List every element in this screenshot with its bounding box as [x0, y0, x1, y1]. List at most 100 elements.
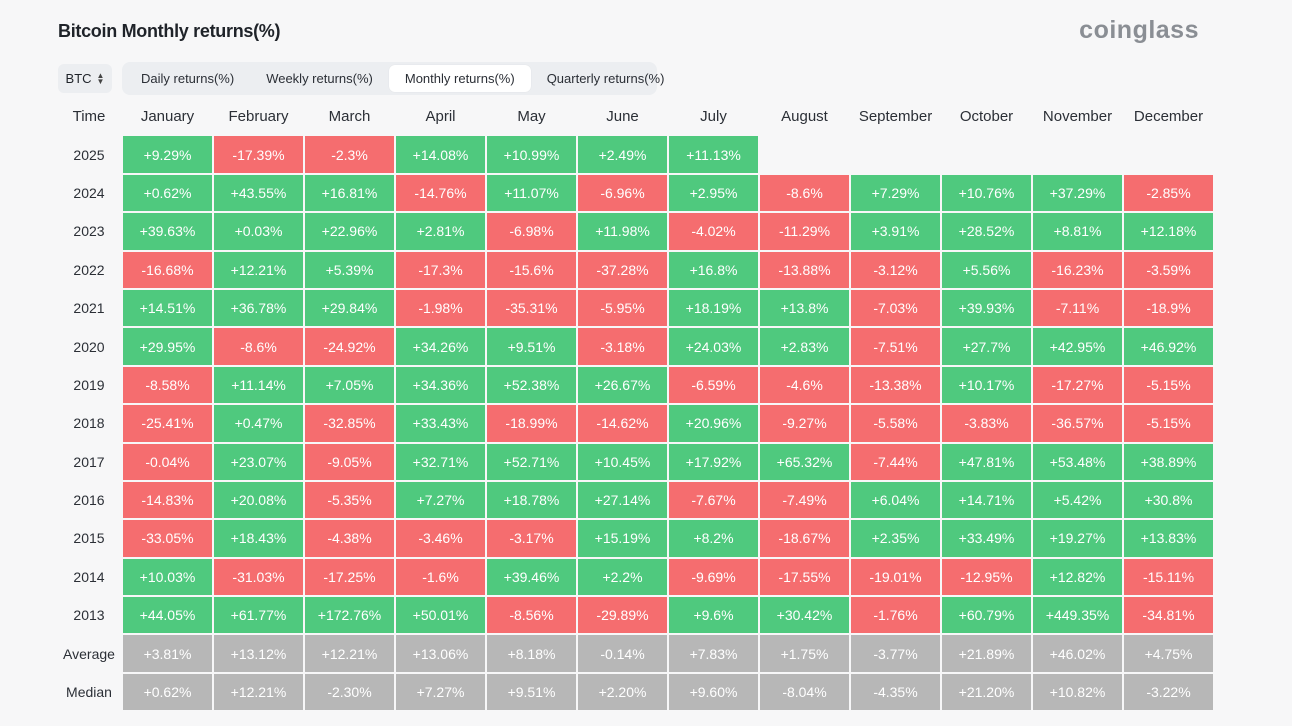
return-cell: +7.29%	[851, 174, 940, 212]
return-cell: -3.12%	[851, 251, 940, 288]
return-cell: +52.71%	[487, 443, 576, 480]
return-cell: +27.7%	[942, 328, 1031, 365]
return-cell: -7.03%	[851, 289, 940, 327]
return-cell: +42.95%	[1033, 328, 1122, 365]
return-cell: -8.56%	[487, 597, 576, 634]
return-cell: +9.29%	[123, 136, 212, 173]
return-cell: -12.95%	[942, 558, 1031, 596]
row-label: Average	[63, 645, 115, 662]
return-cell: +9.60%	[669, 673, 758, 711]
return-cell: +19.27%	[1033, 520, 1122, 557]
return-cell: -17.39%	[214, 136, 303, 173]
return-cell: +0.62%	[123, 174, 212, 212]
return-cell: -8.6%	[760, 174, 849, 212]
return-cell: +5.42%	[1033, 481, 1122, 519]
coin-select[interactable]: BTC ▲ ▼	[58, 64, 112, 93]
return-cell: +13.8%	[760, 289, 849, 327]
return-cell: +21.89%	[942, 635, 1031, 672]
return-cell: -5.58%	[851, 405, 940, 442]
return-cell: -8.6%	[214, 328, 303, 365]
row-label: 2018	[73, 415, 105, 432]
return-cell: +10.82%	[1033, 673, 1122, 711]
return-cell: -9.27%	[760, 405, 849, 442]
updown-chevron-icon: ▲ ▼	[96, 70, 105, 86]
return-cell: +4.75%	[1124, 635, 1213, 672]
coinglass-logo[interactable]: coinglass	[1079, 16, 1199, 44]
tab-monthly-returns[interactable]: Monthly returns(%)	[388, 65, 531, 92]
return-cell: -0.04%	[123, 443, 212, 480]
return-cell: +22.96%	[305, 213, 394, 250]
return-cell: -13.88%	[760, 251, 849, 288]
return-cell: +46.02%	[1033, 635, 1122, 672]
monthly-returns-table: Time January February March April May June July…	[55, 96, 1215, 712]
return-cell: +0.62%	[123, 673, 212, 711]
return-cell: -25.41%	[123, 405, 212, 442]
empty-cell	[942, 136, 1031, 172]
return-cell: +14.08%	[396, 136, 485, 173]
return-cell: +29.84%	[305, 289, 394, 327]
return-cell: -2.85%	[1124, 174, 1213, 212]
return-cell: +39.93%	[942, 289, 1031, 327]
return-cell: -3.17%	[487, 520, 576, 557]
row-label: 2014	[73, 568, 105, 585]
row-label: 2024	[73, 184, 105, 201]
return-cell: +172.76%	[305, 597, 394, 634]
return-cell: -1.6%	[396, 558, 485, 596]
return-cell: +11.14%	[214, 366, 303, 404]
empty-cell	[1124, 136, 1213, 172]
column-header-august: August	[781, 107, 828, 125]
return-cell: -4.35%	[851, 673, 940, 711]
return-cell: +30.8%	[1124, 481, 1213, 519]
return-cell: +23.07%	[214, 443, 303, 480]
return-cell: +0.47%	[214, 405, 303, 442]
return-cell: +16.8%	[669, 251, 758, 288]
row-label: 2025	[73, 146, 105, 163]
return-cell: +30.42%	[760, 597, 849, 634]
return-cell: +11.98%	[578, 213, 667, 250]
return-cell: -31.03%	[214, 558, 303, 596]
page-title: Bitcoin Monthly returns(%)	[58, 21, 281, 41]
return-cell: +53.48%	[1033, 443, 1122, 480]
tab-daily-returns[interactable]: Daily returns(%)	[141, 71, 235, 86]
return-cell: +46.92%	[1124, 328, 1213, 365]
return-cell: +6.04%	[851, 481, 940, 519]
row-label: 2013	[73, 607, 105, 624]
return-cell: +36.78%	[214, 289, 303, 327]
return-cell: -17.25%	[305, 558, 394, 596]
return-cell: -14.62%	[578, 405, 667, 442]
row-label: 2020	[73, 338, 105, 355]
row-label: 2022	[73, 261, 105, 278]
column-header-april: April	[425, 107, 456, 125]
table-row: 2013 +44.05% +61.77% +172.76% +50.01% -8.56% -…	[57, 597, 1213, 634]
column-header-july: July	[700, 107, 727, 125]
return-cell: -7.67%	[669, 481, 758, 519]
return-cell: +13.12%	[214, 635, 303, 672]
return-cell: -3.22%	[1124, 673, 1213, 711]
tab-weekly-returns[interactable]: Weekly returns(%)	[266, 71, 373, 86]
returns-period-tabs: Daily returns(%) Weekly returns(%) Month…	[122, 62, 664, 95]
return-cell: +37.29%	[1033, 174, 1122, 212]
return-cell: -7.51%	[851, 328, 940, 365]
return-cell: -6.96%	[578, 174, 667, 212]
empty-cell	[851, 136, 940, 172]
return-cell: +2.20%	[578, 673, 667, 711]
return-cell: -7.11%	[1033, 289, 1122, 327]
column-header-march: March	[328, 107, 371, 125]
row-label: 2021	[73, 300, 105, 317]
return-cell: +10.99%	[487, 136, 576, 173]
return-cell: -4.6%	[760, 366, 849, 404]
stat-row-average: Average +3.81% +13.12% +12.21% +13.06% +8.18%…	[57, 635, 1213, 672]
stat-row-median: Median +0.62% +12.21% -2.30% +7.27% +9.51% +2.…	[57, 673, 1213, 711]
table-header-row: Time January February March April May June July…	[57, 98, 1213, 134]
return-cell: -4.38%	[305, 520, 394, 557]
return-cell: +14.51%	[123, 289, 212, 327]
return-cell: +32.71%	[396, 443, 485, 480]
return-cell: +47.81%	[942, 443, 1031, 480]
column-header-october: October	[959, 107, 1014, 125]
return-cell: -29.89%	[578, 597, 667, 634]
return-cell: +50.01%	[396, 597, 485, 634]
return-cell: -33.05%	[123, 520, 212, 557]
row-label: 2017	[73, 453, 105, 470]
table-row: 2015 -33.05% +18.43% -4.38% -3.46% -3.17% +15.…	[57, 520, 1213, 557]
tab-quarterly-returns[interactable]: Quarterly returns(%)	[546, 71, 665, 86]
